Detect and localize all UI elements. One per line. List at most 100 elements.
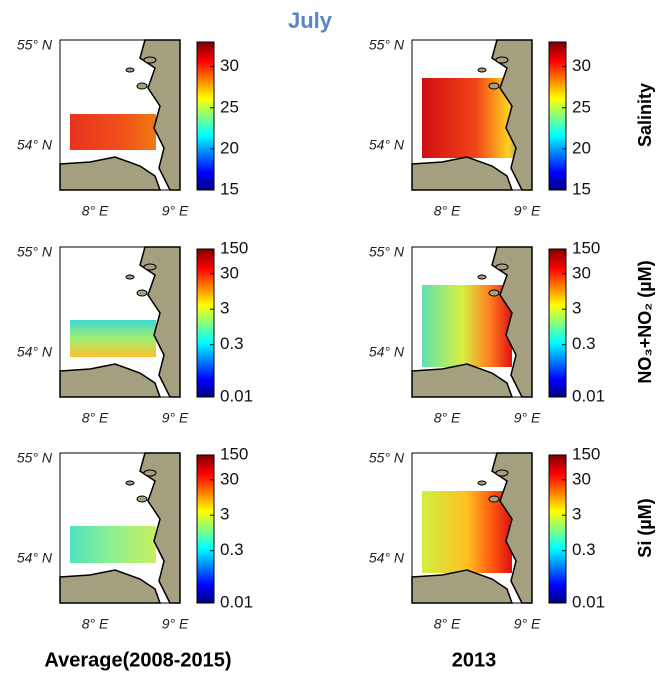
colorbar-tick-label: 20 xyxy=(220,138,239,157)
colorbar-tick-label: 25 xyxy=(572,97,591,116)
lat-label: 55° N xyxy=(369,37,405,53)
colorbar-tick-label: 3 xyxy=(220,299,229,318)
lon-label: 8° E xyxy=(82,203,109,219)
map-frame-border xyxy=(411,246,533,398)
lon-label: 9° E xyxy=(514,410,541,426)
island xyxy=(495,469,509,477)
island xyxy=(477,274,487,280)
column-label: Average(2008-2015) xyxy=(44,649,231,671)
data-field xyxy=(70,114,156,150)
colorbar-tick-label: 3 xyxy=(572,505,581,524)
island xyxy=(143,56,157,64)
lon-label: 8° E xyxy=(434,203,461,219)
lat-label: 55° N xyxy=(17,244,53,260)
colorbar xyxy=(548,41,567,191)
colorbar-tick-label: 150 xyxy=(572,238,600,257)
lon-label: 9° E xyxy=(514,616,541,632)
colorbar-tick-label: 0.01 xyxy=(220,592,253,611)
island xyxy=(143,263,157,271)
colorbar-tick-label: 0.01 xyxy=(572,592,605,611)
colorbar xyxy=(196,454,215,604)
lat-label: 55° N xyxy=(17,450,53,466)
lat-label: 55° N xyxy=(17,37,53,53)
island xyxy=(477,67,487,73)
colorbar-tick-label: 150 xyxy=(572,444,600,463)
colorbar xyxy=(196,248,215,398)
row-label: Si (µM) xyxy=(635,498,655,557)
colorbar-tick-label: 0.01 xyxy=(220,386,253,405)
colorbar-tick-label: 0.3 xyxy=(220,540,244,559)
data-field xyxy=(422,491,512,573)
map-panel xyxy=(411,452,533,604)
data-field xyxy=(422,285,512,367)
lon-label: 8° E xyxy=(82,410,109,426)
lat-label: 54° N xyxy=(17,550,53,566)
lat-label: 54° N xyxy=(369,344,405,360)
island xyxy=(125,67,135,73)
lat-label: 54° N xyxy=(17,137,53,153)
lon-label: 8° E xyxy=(82,616,109,632)
colorbar-tick-label: 0.3 xyxy=(572,334,596,353)
colorbar-tick-label: 3 xyxy=(220,505,229,524)
colorbar-tick-label: 0.3 xyxy=(220,334,244,353)
lat-label: 54° N xyxy=(17,344,53,360)
colorbar xyxy=(548,248,567,398)
lat-label: 54° N xyxy=(369,137,405,153)
colorbar-tick-label: 30 xyxy=(220,263,239,282)
data-field xyxy=(70,320,156,357)
island xyxy=(125,274,135,280)
island xyxy=(495,56,509,64)
island xyxy=(136,495,148,503)
colorbar-tick-label: 15 xyxy=(572,179,591,198)
island xyxy=(125,480,135,486)
colorbar-tick-label: 20 xyxy=(572,138,591,157)
island xyxy=(136,82,148,90)
colorbar-tick-label: 15 xyxy=(220,179,239,198)
map-panel xyxy=(411,39,533,191)
map-panel xyxy=(59,39,181,191)
map-panel xyxy=(411,246,533,398)
lon-label: 8° E xyxy=(434,616,461,632)
map-frame-border xyxy=(59,246,181,398)
lat-label: 54° N xyxy=(369,550,405,566)
column-label: 2013 xyxy=(452,649,497,671)
island xyxy=(495,263,509,271)
colorbar-tick-label: 150 xyxy=(220,444,248,463)
colorbar-tick-label: 0.3 xyxy=(572,540,596,559)
row-label: NO₃+NO₂ (µM) xyxy=(635,260,655,383)
map-frame-border xyxy=(59,39,181,191)
map-panel xyxy=(59,452,181,604)
colorbar xyxy=(548,454,567,604)
lon-label: 9° E xyxy=(514,203,541,219)
map-frame-border xyxy=(411,452,533,604)
title: July xyxy=(288,8,333,33)
lat-label: 55° N xyxy=(369,450,405,466)
island xyxy=(488,289,500,297)
lon-label: 9° E xyxy=(162,410,189,426)
lat-label: 55° N xyxy=(369,244,405,260)
lon-label: 8° E xyxy=(434,410,461,426)
colorbar xyxy=(196,41,215,191)
colorbar-tick-label: 150 xyxy=(220,238,248,257)
island xyxy=(488,82,500,90)
colorbar-tick-label: 30 xyxy=(220,56,239,75)
lon-label: 9° E xyxy=(162,203,189,219)
lon-label: 9° E xyxy=(162,616,189,632)
data-field xyxy=(70,526,156,563)
colorbar-tick-label: 30 xyxy=(572,469,591,488)
island xyxy=(477,480,487,486)
map-frame-border xyxy=(59,452,181,604)
colorbar-tick-label: 25 xyxy=(220,97,239,116)
colorbar-tick-label: 3 xyxy=(572,299,581,318)
island xyxy=(488,495,500,503)
colorbar-tick-label: 30 xyxy=(572,56,591,75)
row-label: Salinity xyxy=(635,83,655,147)
island xyxy=(143,469,157,477)
map-panel xyxy=(59,246,181,398)
colorbar-tick-label: 0.01 xyxy=(572,386,605,405)
map-frame-border xyxy=(411,39,533,191)
colorbar-tick-label: 30 xyxy=(572,263,591,282)
island xyxy=(136,289,148,297)
colorbar-tick-label: 30 xyxy=(220,469,239,488)
